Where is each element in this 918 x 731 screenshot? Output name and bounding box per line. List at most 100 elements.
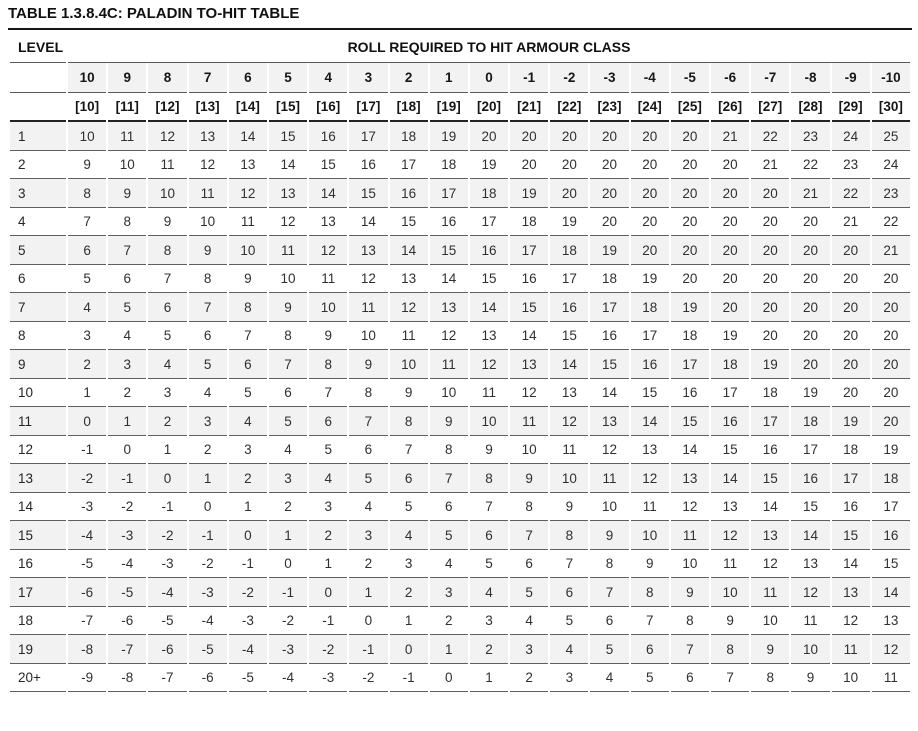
to-hit-cell: 17 — [389, 150, 428, 179]
to-hit-cell: 15 — [309, 150, 348, 179]
spacer-cell — [10, 63, 66, 93]
to-hit-cell: 9 — [389, 378, 428, 407]
to-hit-cell: 12 — [590, 435, 629, 464]
to-hit-cell: -5 — [148, 606, 187, 635]
to-hit-cell: 10 — [68, 122, 107, 151]
table-row: 4 7 8 9 10 11 12 13 14 15 16 17 18 19 20 20 20 20 20 20 21 22 — [10, 207, 910, 236]
bracket-roll-cell: [13] — [188, 93, 227, 122]
to-hit-cell: -4 — [268, 663, 308, 692]
to-hit-cell: 6 — [268, 378, 308, 407]
to-hit-cell: 10 — [751, 606, 790, 635]
to-hit-cell: 11 — [188, 179, 227, 208]
to-hit-cell: 20 — [791, 236, 830, 265]
to-hit-cell: 8 — [711, 635, 750, 664]
armour-class-cell: 6 — [228, 63, 267, 93]
to-hit-cell: 20 — [751, 179, 790, 208]
to-hit-cell: 12 — [429, 321, 468, 350]
to-hit-cell: -5 — [68, 549, 107, 578]
to-hit-cell: 8 — [670, 606, 709, 635]
armour-class-cell: -5 — [670, 63, 709, 93]
to-hit-cell: 22 — [751, 122, 790, 151]
to-hit-cell: -3 — [228, 606, 267, 635]
to-hit-cell: -2 — [68, 464, 107, 493]
to-hit-cell: 15 — [791, 492, 830, 521]
to-hit-cell: 8 — [510, 492, 549, 521]
to-hit-cell: 20 — [751, 264, 790, 293]
to-hit-cell: 8 — [108, 207, 147, 236]
to-hit-cell: 18 — [389, 122, 428, 151]
to-hit-cell: 16 — [429, 207, 468, 236]
to-hit-cell: 17 — [550, 264, 589, 293]
to-hit-cell: 8 — [148, 236, 187, 265]
to-hit-cell: 5 — [510, 578, 549, 607]
to-hit-cell: 15 — [871, 549, 910, 578]
to-hit-cell: 22 — [871, 207, 910, 236]
to-hit-cell: 7 — [148, 264, 187, 293]
table-row: 19 -8 -7 -6 -5 -4 -3 -2 -1 0 1 2 3 4 5 6 7 8 9 10 11 12 — [10, 635, 910, 664]
to-hit-cell: 18 — [469, 179, 509, 208]
to-hit-cell: 9 — [108, 179, 147, 208]
to-hit-cell: -2 — [349, 663, 388, 692]
to-hit-cell: 20 — [630, 179, 669, 208]
to-hit-cell: 11 — [791, 606, 830, 635]
to-hit-cell: 20 — [831, 236, 870, 265]
to-hit-cell: 5 — [68, 264, 107, 293]
to-hit-cell: 0 — [148, 464, 187, 493]
to-hit-cell: 11 — [510, 407, 549, 436]
to-hit-cell: 7 — [550, 549, 589, 578]
to-hit-cell: 22 — [791, 150, 830, 179]
level-cell: 14 — [10, 492, 66, 521]
to-hit-cell: 20 — [751, 236, 790, 265]
to-hit-cell: 11 — [268, 236, 308, 265]
to-hit-cell: 7 — [389, 435, 428, 464]
to-hit-cell: 23 — [831, 150, 870, 179]
to-hit-cell: 20 — [871, 293, 910, 322]
armour-class-cell: -6 — [711, 63, 750, 93]
to-hit-cell: 14 — [510, 321, 549, 350]
table-row: 13 -2 -1 0 1 2 3 4 5 6 7 8 9 10 11 12 13 14 15 16 17 18 — [10, 464, 910, 493]
to-hit-cell: 20 — [550, 150, 589, 179]
to-hit-cell: -5 — [228, 663, 267, 692]
to-hit-cell: 0 — [429, 663, 468, 692]
to-hit-cell: 11 — [389, 321, 428, 350]
to-hit-cell: -6 — [108, 606, 147, 635]
to-hit-cell: 17 — [711, 378, 750, 407]
to-hit-cell: 3 — [349, 521, 388, 550]
armour-class-cell: -9 — [831, 63, 870, 93]
to-hit-cell: 20 — [550, 179, 589, 208]
to-hit-cell: 20 — [791, 350, 830, 379]
to-hit-cell: -1 — [148, 492, 187, 521]
to-hit-cell: 16 — [711, 407, 750, 436]
armour-class-cell: -1 — [510, 63, 549, 93]
bracket-roll-cell: [24] — [630, 93, 669, 122]
to-hit-cell: 0 — [309, 578, 348, 607]
to-hit-cell: 8 — [188, 264, 227, 293]
to-hit-cell: 8 — [469, 464, 509, 493]
to-hit-cell: 1 — [309, 549, 348, 578]
armour-class-cell: -2 — [550, 63, 589, 93]
to-hit-cell: -1 — [68, 435, 107, 464]
to-hit-cell: 10 — [469, 407, 509, 436]
to-hit-cell: 9 — [550, 492, 589, 521]
to-hit-cell: -4 — [148, 578, 187, 607]
to-hit-cell: 20 — [831, 378, 870, 407]
to-hit-cell: 19 — [550, 207, 589, 236]
to-hit-cell: 9 — [429, 407, 468, 436]
to-hit-cell: -1 — [228, 549, 267, 578]
to-hit-cell: 21 — [751, 150, 790, 179]
to-hit-cell: 10 — [550, 464, 589, 493]
armour-class-cell: -7 — [751, 63, 790, 93]
to-hit-cell: 11 — [469, 378, 509, 407]
to-hit-cell: 20 — [670, 150, 709, 179]
bracket-roll-cell: [25] — [670, 93, 709, 122]
to-hit-cell: 3 — [68, 321, 107, 350]
to-hit-cell: -7 — [108, 635, 147, 664]
to-hit-cell: 1 — [108, 407, 147, 436]
table-row: 9 2 3 4 5 6 7 8 9 10 11 12 13 14 15 16 17 18 19 20 20 20 — [10, 350, 910, 379]
to-hit-cell: 3 — [148, 378, 187, 407]
to-hit-cell: 20 — [871, 321, 910, 350]
paladin-to-hit-table: LEVEL ROLL REQUIRED TO HIT ARMOUR CLASS … — [8, 30, 912, 692]
to-hit-cell: 20 — [711, 236, 750, 265]
to-hit-cell: 3 — [188, 407, 227, 436]
